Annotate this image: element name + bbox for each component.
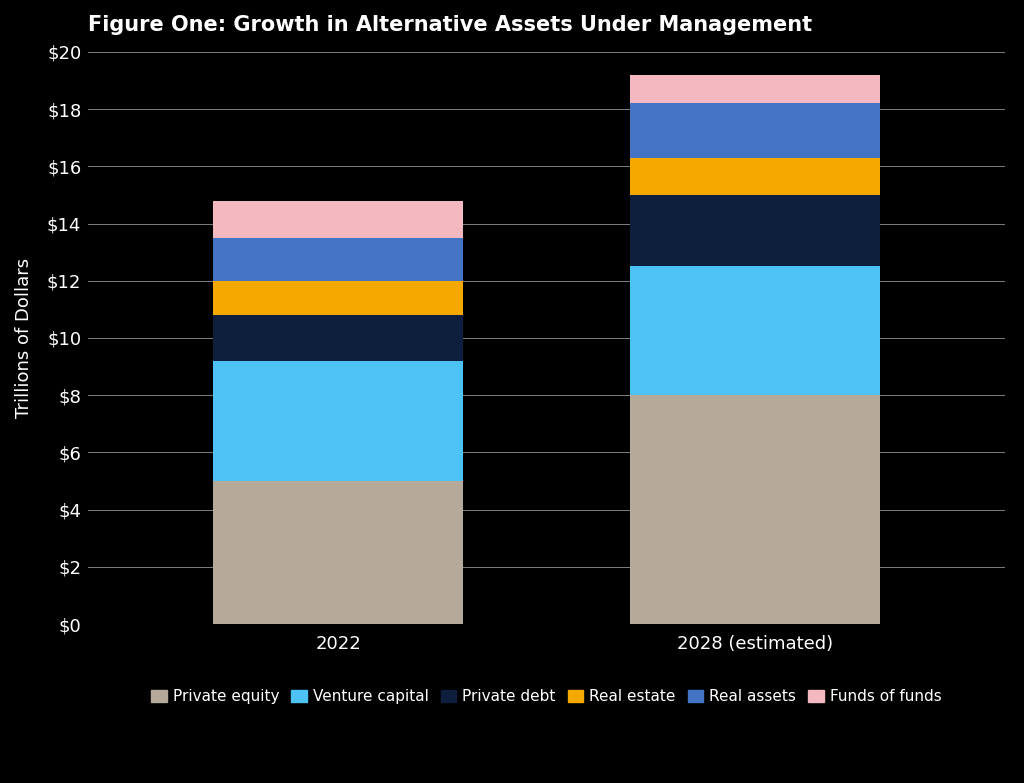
Bar <box>213 481 463 624</box>
Bar <box>630 74 880 103</box>
Bar <box>213 361 463 481</box>
Bar <box>630 266 880 395</box>
Bar <box>630 157 880 195</box>
Y-axis label: Trillions of Dollars: Trillions of Dollars <box>15 258 33 418</box>
Text: Figure One: Growth in Alternative Assets Under Management: Figure One: Growth in Alternative Assets… <box>88 15 812 35</box>
Bar <box>630 103 880 157</box>
Bar <box>213 200 463 238</box>
Legend: Private equity, Venture capital, Private debt, Real estate, Real assets, Funds o: Private equity, Venture capital, Private… <box>145 684 947 710</box>
Bar <box>630 395 880 624</box>
Bar <box>630 195 880 266</box>
Bar <box>213 238 463 281</box>
Bar <box>213 281 463 315</box>
Bar <box>213 315 463 361</box>
